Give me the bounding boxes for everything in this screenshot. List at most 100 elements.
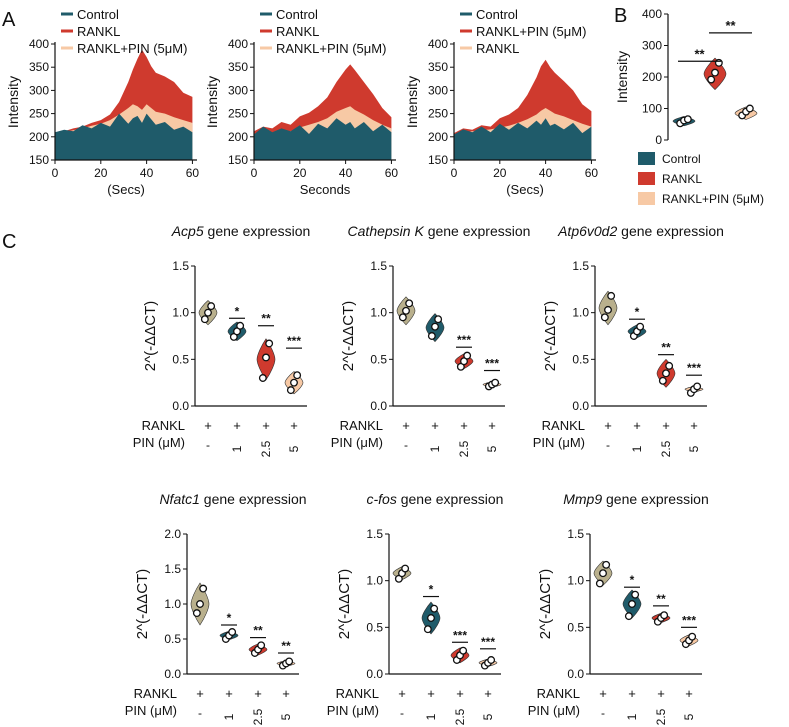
x-axis-label: (Secs)	[107, 182, 145, 197]
chart-title: Acp5 gene expression	[171, 223, 311, 239]
y-tick-label: 400	[29, 37, 49, 51]
y-tick-label: 400	[642, 7, 662, 21]
legend-label: RANKL	[77, 24, 120, 39]
chart-c5: c-fos gene expression 0.0 0.5 1.0 1.5 2^(-ΔΔC…	[327, 491, 504, 725]
panel-label-a: A	[2, 9, 16, 31]
data-point	[693, 382, 702, 391]
legend-label: Control	[662, 152, 701, 166]
sig-label: *	[235, 304, 240, 318]
y-tick-label: 300	[642, 39, 662, 53]
y-tick-label: 350	[29, 60, 49, 74]
chart-title: Cathepsin K gene expression	[348, 223, 531, 239]
legend-swatch	[638, 172, 655, 185]
y-axis-label: 2^(-ΔΔCT)	[336, 569, 353, 639]
sig-label: **	[253, 624, 263, 638]
y-tick-label: 0.5	[572, 352, 589, 366]
legend-label: Control	[276, 7, 318, 22]
x-tick-label: 40	[539, 166, 553, 180]
y-tick-label: 150	[29, 153, 49, 167]
data-point	[602, 560, 611, 569]
x-tick-label: 60	[585, 166, 599, 180]
data-point	[258, 374, 267, 382]
legend-swatch	[638, 152, 655, 165]
gene-name: Mmp9	[563, 491, 602, 507]
data-point	[636, 322, 645, 331]
y-axis-label: 2^(-ΔΔCT)	[537, 569, 554, 639]
sig-label: ***	[485, 357, 499, 371]
data-point	[398, 313, 407, 322]
row-value: +	[628, 686, 636, 701]
row-value: 5	[279, 713, 293, 720]
row-value: 5	[485, 445, 499, 452]
y-tick-label: 1.5	[172, 259, 189, 273]
row-value: +	[456, 686, 464, 701]
y-tick-label: 250	[29, 107, 49, 121]
x-tick-label: 20	[94, 166, 108, 180]
data-point	[285, 657, 294, 666]
y-tick-label: 200	[642, 70, 662, 84]
y-axis-label: 2^(-ΔΔCT)	[542, 301, 559, 371]
row-value: +	[604, 418, 612, 433]
y-axis-label: Intensity	[614, 51, 630, 103]
y-tick-label: 300	[428, 83, 448, 97]
row-value: -	[606, 438, 610, 452]
y-tick-label: 400	[228, 37, 248, 51]
row-value: +	[488, 418, 496, 433]
y-tick-label: 0.5	[370, 352, 387, 366]
row-label: PIN (μM)	[133, 435, 185, 450]
legend-label: RANKL+PIN (5μM)	[77, 41, 187, 56]
data-point	[714, 58, 723, 67]
data-point	[604, 305, 612, 314]
y-tick-label: 250	[228, 107, 248, 121]
sig-label: **	[281, 639, 291, 653]
row-value: 1	[424, 713, 438, 720]
y-tick-label: 350	[428, 60, 448, 74]
x-tick-label: 20	[293, 166, 307, 180]
y-tick-label: 100	[642, 102, 662, 116]
data-point	[434, 315, 443, 324]
chart-c6: Mmp9 gene expression 0.0 0.5 1.0 1.5 2^(-ΔΔCT…	[528, 491, 709, 725]
title-suffix: gene expression	[424, 223, 531, 239]
panel-label-c: C	[2, 231, 16, 253]
data-point	[430, 604, 439, 613]
chart-title: Nfatc1 gene expression	[159, 491, 306, 507]
row-value: 1	[630, 445, 644, 452]
data-point	[463, 351, 472, 360]
sig-label: **	[261, 312, 271, 326]
y-tick-label: 0.5	[164, 632, 181, 646]
y-tick-label: 200	[428, 130, 448, 144]
y-tick-label: 0.5	[567, 620, 584, 634]
row-value: -	[206, 438, 210, 452]
x-axis-label: (Secs)	[506, 182, 544, 197]
data-point	[600, 313, 609, 322]
x-tick-label: 20	[493, 166, 507, 180]
y-tick-label: 150	[228, 153, 248, 167]
row-value: 2.5	[457, 440, 471, 457]
data-point	[257, 641, 266, 650]
data-point	[599, 569, 607, 578]
row-value: +	[225, 686, 233, 701]
row-value: +	[484, 686, 492, 701]
y-axis-label: Intensity	[404, 76, 420, 128]
sig-label: *	[630, 573, 635, 587]
data-point	[711, 68, 719, 77]
legend-label: RANKL+PIN (5μM)	[276, 41, 386, 56]
data-point	[745, 104, 754, 113]
y-axis-label: 2^(-ΔΔCT)	[142, 301, 159, 371]
legend-label: RANKL+PIN (5μM)	[662, 192, 764, 206]
data-point	[293, 371, 302, 380]
chart-b: 0 100 200 300 400 Intensity ** ** Control RANKL RA…	[614, 7, 764, 206]
area-control	[55, 113, 193, 160]
x-tick-label: 0	[451, 166, 458, 180]
y-tick-label: 250	[428, 107, 448, 121]
sig-label: **	[661, 341, 671, 355]
data-point	[660, 611, 669, 620]
y-tick-label: 200	[228, 130, 248, 144]
row-value: +	[402, 418, 410, 433]
row-value: +	[662, 418, 670, 433]
legend-label: RANKL	[662, 172, 702, 186]
x-axis-label: Seconds	[300, 182, 351, 197]
x-tick-label: 40	[339, 166, 353, 180]
y-tick-label: 1.0	[567, 574, 584, 588]
legend-swatch	[638, 192, 655, 205]
